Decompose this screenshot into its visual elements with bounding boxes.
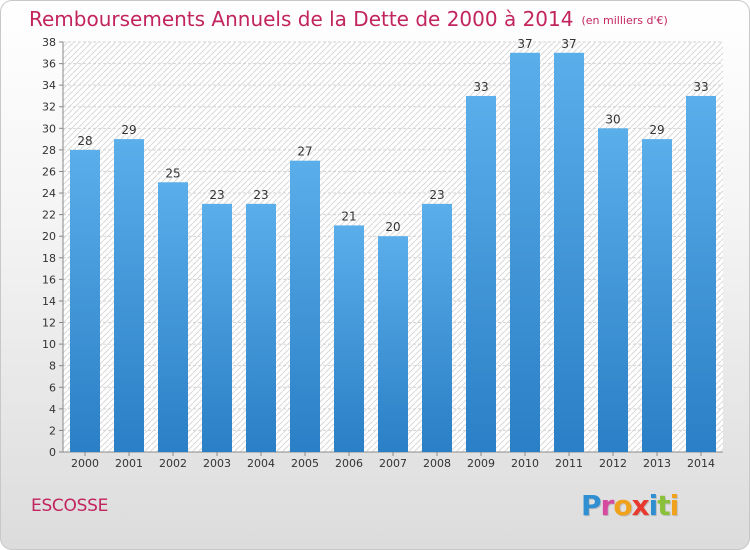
chart-unit: (en milliers d'€) xyxy=(581,14,668,27)
bar xyxy=(510,52,540,452)
logo-letter: t xyxy=(657,489,670,522)
x-tick-label: 2012 xyxy=(599,457,627,470)
y-tick-label: 24 xyxy=(42,187,56,200)
y-tick-label: 36 xyxy=(42,58,56,71)
bar xyxy=(70,149,100,453)
bar xyxy=(114,139,144,452)
x-tick-label: 2013 xyxy=(643,457,671,470)
bar xyxy=(158,182,188,452)
y-tick-label: 22 xyxy=(42,209,56,222)
logo-letter: P xyxy=(581,489,602,522)
data-label: 23 xyxy=(209,188,224,202)
x-tick-label: 2002 xyxy=(159,457,187,470)
logo-letter: i xyxy=(648,489,659,522)
y-tick-label: 2 xyxy=(49,424,56,437)
y-tick-label: 38 xyxy=(42,36,56,49)
proxiti-logo: Proxiti xyxy=(581,489,680,522)
y-tick-label: 14 xyxy=(42,295,56,308)
x-tick-label: 2006 xyxy=(335,457,363,470)
bar xyxy=(334,225,364,452)
y-tick-label: 18 xyxy=(42,252,56,265)
bar xyxy=(554,52,584,452)
data-label: 28 xyxy=(77,134,92,148)
chart-title-text: Remboursements Annuels de la Dette de 20… xyxy=(29,7,574,31)
x-tick-label: 2014 xyxy=(687,457,715,470)
bar xyxy=(686,95,716,453)
x-tick-label: 2001 xyxy=(115,457,143,470)
x-tick-label: 2005 xyxy=(291,457,319,470)
y-tick-label: 8 xyxy=(49,360,56,373)
data-label: 37 xyxy=(517,37,532,51)
x-tick-label: 2009 xyxy=(467,457,495,470)
bar xyxy=(642,139,672,452)
x-tick-label: 2004 xyxy=(247,457,275,470)
data-label: 33 xyxy=(693,80,708,94)
y-tick-label: 32 xyxy=(42,101,56,114)
y-tick-label: 20 xyxy=(42,230,56,243)
logo-letter: o xyxy=(613,489,632,522)
x-tick-label: 2000 xyxy=(71,457,99,470)
logo-letter: x xyxy=(631,489,650,522)
data-label: 25 xyxy=(165,166,180,180)
y-tick-label: 30 xyxy=(42,122,56,135)
data-label: 20 xyxy=(385,220,400,234)
logo-letter: i xyxy=(669,489,680,522)
y-tick-label: 26 xyxy=(42,165,56,178)
bar xyxy=(378,236,408,452)
x-tick-label: 2010 xyxy=(511,457,539,470)
data-label: 30 xyxy=(605,112,620,126)
bar xyxy=(246,203,276,452)
y-tick-label: 0 xyxy=(49,446,56,459)
data-label: 29 xyxy=(121,123,136,137)
y-tick-label: 4 xyxy=(49,403,56,416)
x-tick-label: 2011 xyxy=(555,457,583,470)
data-label: 29 xyxy=(649,123,664,137)
data-label: 23 xyxy=(253,188,268,202)
data-label: 27 xyxy=(297,145,312,159)
y-tick-label: 12 xyxy=(42,317,56,330)
logo-letter: r xyxy=(600,489,615,522)
bar xyxy=(598,128,628,452)
x-tick-label: 2003 xyxy=(203,457,231,470)
commune-name: ESCOSSE xyxy=(31,496,109,516)
y-tick-label: 16 xyxy=(42,273,56,286)
bar xyxy=(422,203,452,452)
y-tick-label: 34 xyxy=(42,79,56,92)
data-label: 37 xyxy=(561,37,576,51)
bar xyxy=(202,203,232,452)
data-label: 33 xyxy=(473,80,488,94)
chart-title: Remboursements Annuels de la Dette de 20… xyxy=(29,7,668,31)
data-label: 21 xyxy=(341,209,356,223)
x-tick-label: 2008 xyxy=(423,457,451,470)
y-tick-label: 10 xyxy=(42,338,56,351)
bar xyxy=(290,160,320,452)
y-tick-label: 28 xyxy=(42,144,56,157)
data-label: 23 xyxy=(429,188,444,202)
x-tick-label: 2007 xyxy=(379,457,407,470)
bar xyxy=(466,95,496,453)
y-tick-label: 6 xyxy=(49,381,56,394)
